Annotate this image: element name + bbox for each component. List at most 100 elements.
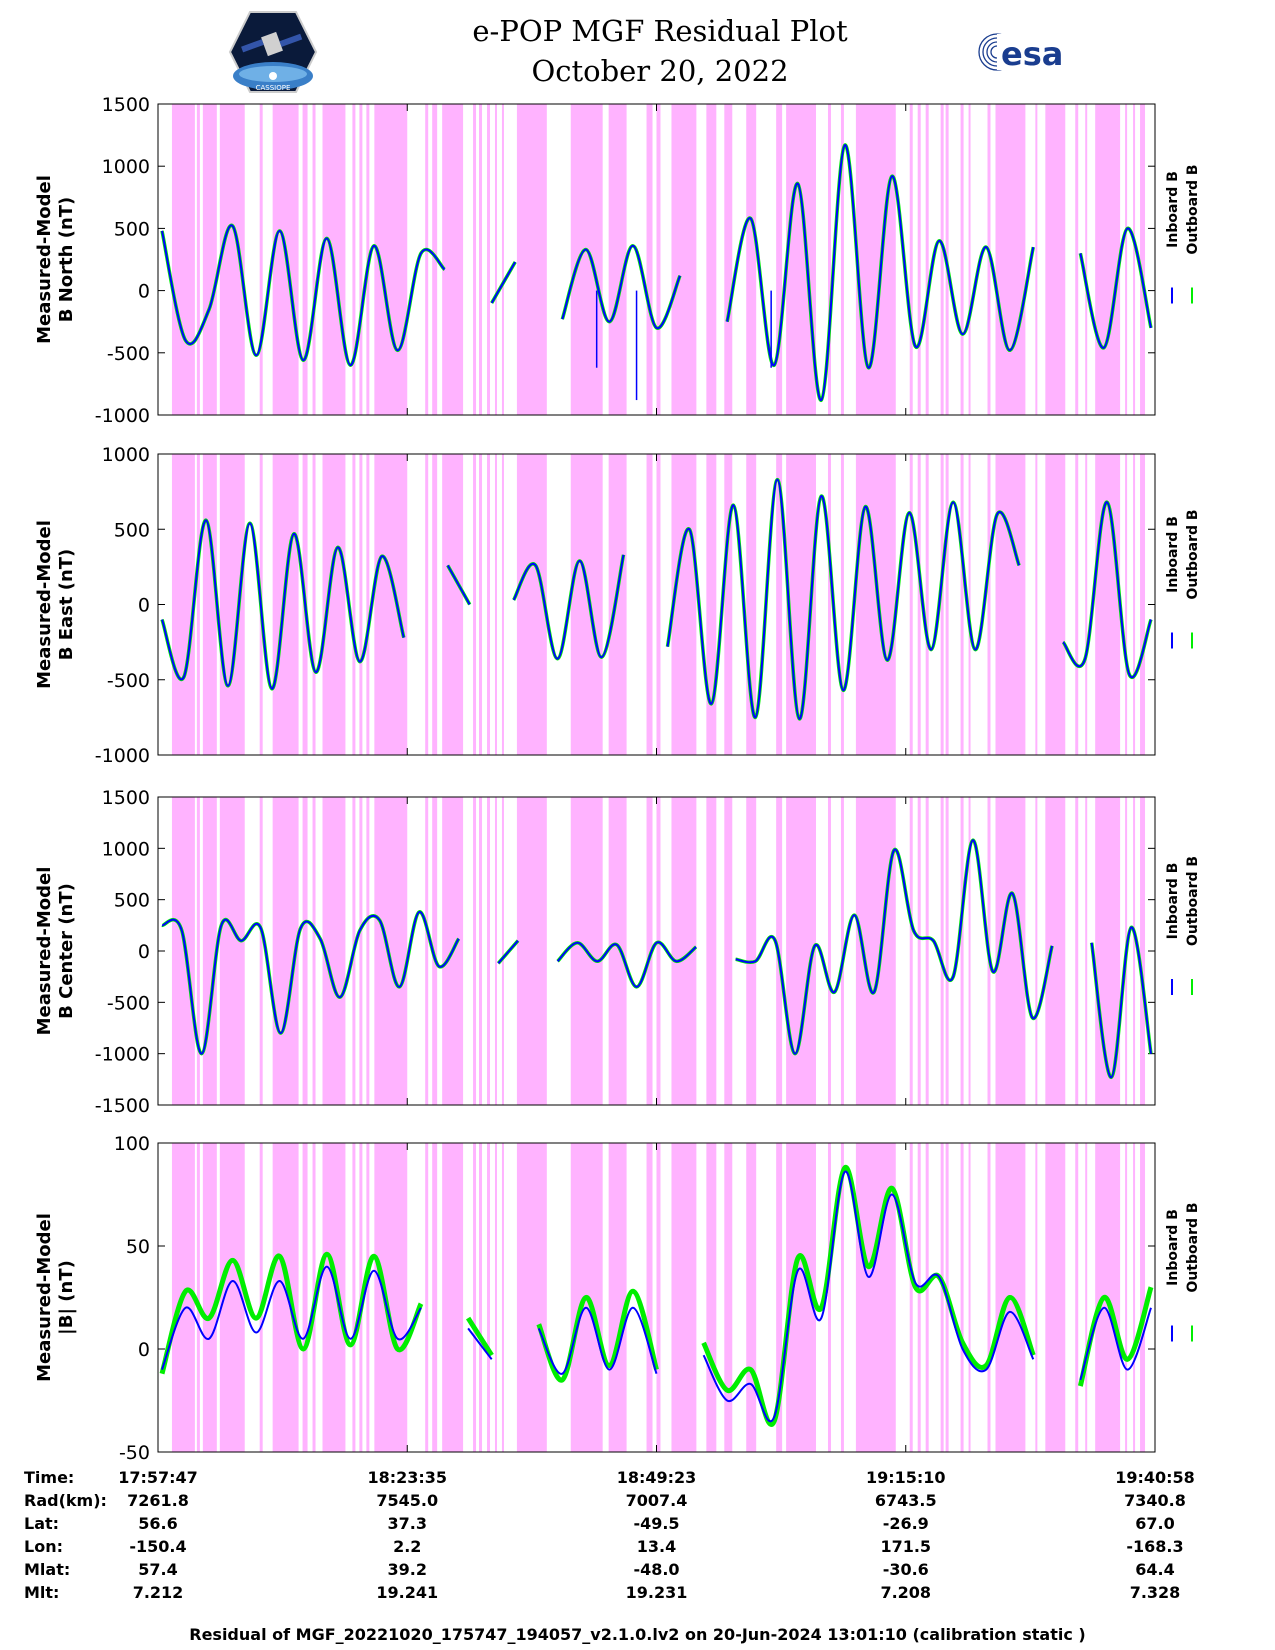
y-tick-label: -500 (107, 670, 150, 692)
ephemeris-value: 67.0 (1135, 1514, 1175, 1533)
ephemeris-value: -48.0 (633, 1560, 680, 1579)
ephemeris-value: 7340.8 (1124, 1491, 1186, 1510)
shaded-interval (925, 797, 929, 1105)
shaded-interval (1140, 797, 1146, 1105)
shaded-interval (487, 797, 491, 1105)
shaded-interval (219, 797, 245, 1105)
shaded-interval (968, 797, 971, 1105)
shaded-interval (1085, 797, 1088, 1105)
shaded-interval (776, 1143, 783, 1452)
shaded-interval (909, 1143, 913, 1452)
shaded-interval (706, 104, 717, 415)
y-tick-label: 1500 (102, 94, 150, 116)
shaded-interval (374, 797, 408, 1105)
shaded-interval (608, 1143, 627, 1452)
shaded-interval (1045, 104, 1066, 415)
shaded-interval (202, 454, 217, 755)
y-tick-label: 500 (114, 218, 150, 240)
ephemeris-value: -168.3 (1126, 1537, 1184, 1556)
y-axis-label: Measured-Model (34, 520, 55, 689)
ephemeris-value: 6743.5 (874, 1491, 937, 1510)
legend-inboard-label: Inboard B (1165, 171, 1181, 248)
ephemeris-value: 7.328 (1129, 1583, 1181, 1602)
shaded-interval (917, 104, 921, 415)
y-tick-label: 50 (126, 1236, 150, 1258)
shaded-interval (302, 104, 308, 415)
shaded-interval (987, 1143, 991, 1452)
shaded-interval (479, 1143, 483, 1452)
shaded-interval (219, 454, 245, 755)
shaded-interval (1140, 1143, 1146, 1452)
ephemeris-value: 19.231 (625, 1583, 688, 1602)
ephemeris-value: 7545.0 (376, 1491, 439, 1510)
y-tick-label: -50 (119, 1442, 150, 1464)
shaded-interval (202, 104, 217, 415)
shaded-interval (925, 104, 929, 415)
shaded-interval (501, 104, 504, 415)
shaded-interval (516, 797, 547, 1105)
shaded-interval (312, 797, 316, 1105)
y-tick-label: -1000 (95, 1044, 150, 1066)
ephemeris-value: -150.4 (129, 1537, 187, 1556)
ephemeris-value: -30.6 (882, 1560, 929, 1579)
shaded-interval (925, 454, 929, 755)
shaded-interval (259, 104, 263, 415)
shaded-interval (352, 104, 356, 415)
shaded-interval (917, 797, 921, 1105)
shaded-interval (1095, 104, 1121, 415)
shaded-interval (322, 797, 346, 1105)
shaded-interval (909, 797, 913, 1105)
shaded-interval (352, 1143, 356, 1452)
ephemeris-value: 171.5 (880, 1537, 932, 1556)
shaded-interval (608, 454, 627, 755)
legend-outboard-label: Outboard B (1185, 856, 1201, 946)
shaded-interval (960, 797, 964, 1105)
shaded-interval (366, 797, 370, 1105)
shaded-interval (671, 1143, 697, 1452)
panel-2: -1000 -500 0 500 1000 Measured-Model B East (n… (34, 444, 1201, 767)
shaded-interval (570, 454, 603, 755)
shaded-interval (442, 454, 464, 755)
shaded-interval (1125, 104, 1128, 415)
shaded-interval (940, 104, 944, 415)
series-inboard-line (161, 1170, 1152, 1422)
ephemeris-value: 19:15:10 (865, 1468, 946, 1487)
shaded-interval (366, 1143, 370, 1452)
ephemeris-value: 17:57:47 (118, 1468, 198, 1487)
panel-4: -50 0 50 100 Measured-Model |B| (nT) Inboard B… (34, 1133, 1201, 1464)
shaded-interval (827, 797, 831, 1105)
shaded-interval (432, 454, 438, 755)
shaded-interval (968, 104, 971, 415)
shaded-interval (171, 454, 195, 755)
shaded-interval (1125, 1143, 1128, 1452)
shaded-interval (995, 104, 1026, 415)
shaded-interval (940, 1143, 944, 1452)
shaded-interval (425, 454, 429, 755)
shaded-interval (501, 454, 504, 755)
shaded-interval (776, 104, 783, 415)
shaded-interval (1133, 797, 1136, 1105)
shaded-interval (987, 454, 991, 755)
series-outboard-line (159, 1165, 1154, 1427)
shaded-interval (322, 454, 346, 755)
shaded-interval (196, 454, 200, 755)
cassiope-logo-text: CASSIOPE (256, 84, 291, 92)
shaded-interval (359, 454, 363, 755)
legend-inboard-label: Inboard B (1165, 516, 1181, 593)
y-tick-label: 100 (114, 1133, 150, 1155)
ephemeris-value: 18:23:35 (367, 1468, 448, 1487)
y-tick-label: 1000 (102, 444, 150, 466)
shaded-interval (516, 1143, 547, 1452)
y-tick-label: -500 (107, 343, 150, 365)
shaded-interval (940, 454, 944, 755)
shaded-interval (1035, 104, 1038, 415)
esa-logo: esa (978, 33, 1063, 73)
shaded-interval (706, 454, 717, 755)
shaded-interval (909, 454, 913, 755)
shaded-interval (786, 104, 817, 415)
y-tick-label: 500 (114, 890, 150, 912)
y-axis-label: B Center (nT) (56, 883, 77, 1019)
series-inboard-line (161, 839, 1152, 1079)
shaded-interval (746, 797, 757, 1105)
